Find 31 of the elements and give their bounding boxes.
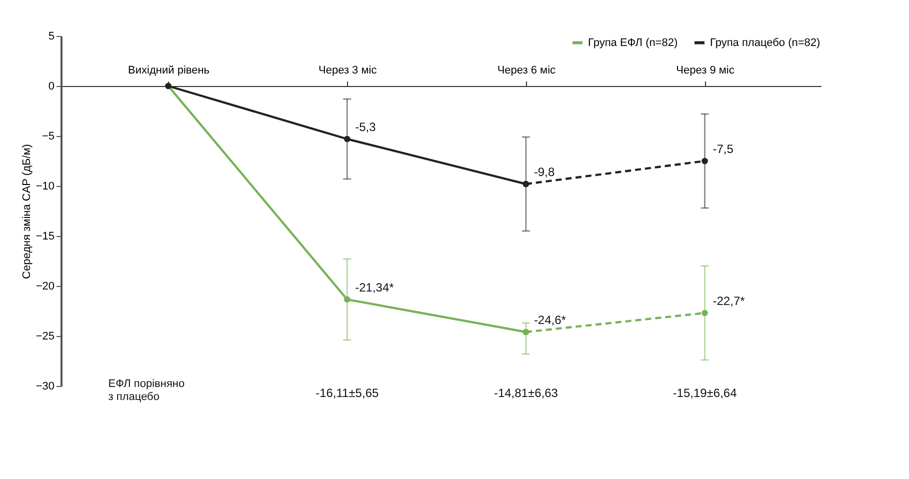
point [344,296,350,303]
point [522,180,530,188]
y-tick-label: −5 [42,130,54,142]
y-tick-label: −10 [36,180,54,192]
x-tick-label: Через 3 міс [318,64,378,76]
annotation: ЕФЛ порівняно з плацебо [108,378,185,403]
y-tick-label: −25 [36,330,54,342]
point [344,136,350,142]
data-label: -21,34* [355,280,394,294]
annotation: -14,81±6,63 [494,386,558,400]
data-label: -24,6* [534,313,566,327]
data-label: -7,5 [712,142,734,156]
annotation: -16,11±5,65 [316,386,379,400]
y-tick-label: −20 [36,280,54,292]
x-tick-label: Через 6 міс [497,64,556,76]
data-label: -5,3 [355,120,376,134]
y-tick-label: −30 [36,380,54,392]
x-tick-label: Через 9 міс [676,64,735,76]
y-axis-title: Середня зміна CAP (дБ/м) [20,144,33,279]
x-tick-label: Вихідний рівень [128,64,210,76]
point [702,158,708,164]
data-label: -9,8 [534,165,555,179]
y-tick-label: 0 [48,80,54,92]
point [702,310,708,316]
legend-label: Група плацебо (n=82) [710,36,820,49]
annotation: -15,19±6,64 [672,386,738,400]
data-label: -22,7* [712,294,746,308]
point [522,328,530,336]
y-tick-label: −15 [36,230,54,242]
legend-label: Група ЕФЛ (n=82) [588,36,678,49]
y-tick-label: 5 [48,30,54,42]
